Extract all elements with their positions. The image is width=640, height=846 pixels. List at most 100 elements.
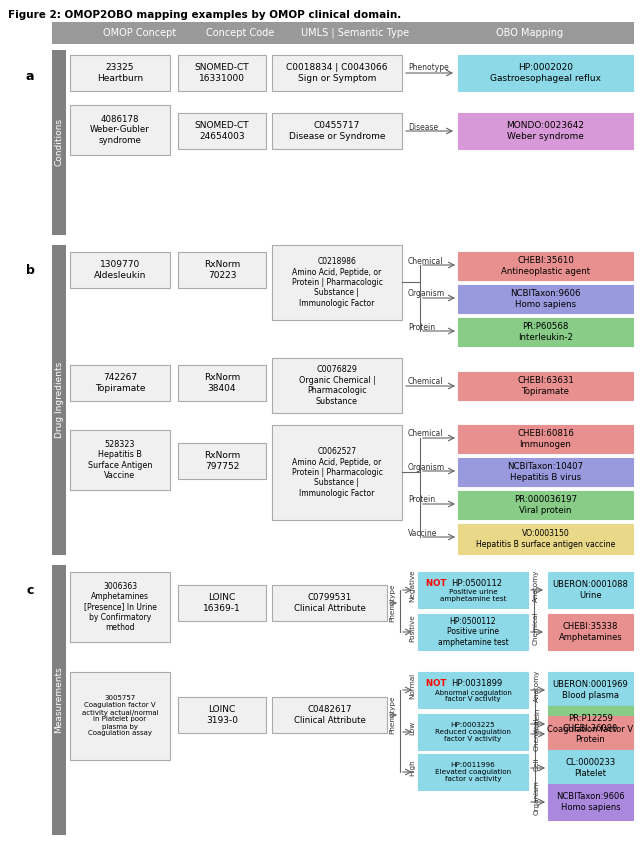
- FancyBboxPatch shape: [70, 365, 170, 401]
- Text: OBO Mapping: OBO Mapping: [497, 28, 564, 38]
- Text: 4086178
Weber-Gubler
syndrome: 4086178 Weber-Gubler syndrome: [90, 115, 150, 145]
- Text: PR:000036197
Viral protein: PR:000036197 Viral protein: [514, 495, 577, 514]
- Text: CHEBI:36080
Protein: CHEBI:36080 Protein: [563, 724, 618, 744]
- FancyBboxPatch shape: [548, 672, 633, 708]
- FancyBboxPatch shape: [548, 716, 633, 752]
- FancyBboxPatch shape: [418, 572, 528, 608]
- Text: Abnormal coagulation
factor V activity: Abnormal coagulation factor V activity: [435, 689, 511, 702]
- FancyBboxPatch shape: [418, 614, 528, 650]
- FancyBboxPatch shape: [178, 697, 266, 733]
- FancyBboxPatch shape: [418, 714, 528, 750]
- Text: 3006363
Amphetamines
[Presence] In Urine
by Confirmatory
method: 3006363 Amphetamines [Presence] In Urine…: [84, 582, 156, 632]
- Text: C0482617
Clinical Attribute: C0482617 Clinical Attribute: [294, 706, 365, 725]
- FancyBboxPatch shape: [548, 614, 633, 650]
- Text: 528323
Hepatitis B
Surface Antigen
Vaccine: 528323 Hepatitis B Surface Antigen Vacci…: [88, 440, 152, 480]
- Text: OMOP Concept: OMOP Concept: [104, 28, 177, 38]
- Text: HP:0003225
Reduced coagulation
factor V activity: HP:0003225 Reduced coagulation factor V …: [435, 722, 511, 742]
- Text: c: c: [26, 584, 34, 596]
- Text: Chemical: Chemical: [408, 377, 444, 387]
- FancyBboxPatch shape: [272, 425, 402, 520]
- Text: Normal: Normal: [409, 673, 415, 699]
- FancyBboxPatch shape: [548, 750, 633, 786]
- Text: 742267
Topiramate: 742267 Topiramate: [95, 373, 145, 393]
- Text: SNOMED-CT
16331000: SNOMED-CT 16331000: [195, 63, 250, 83]
- Text: Phenotype: Phenotype: [389, 695, 395, 734]
- FancyBboxPatch shape: [178, 55, 266, 91]
- Text: 23325
Heartburn: 23325 Heartburn: [97, 63, 143, 83]
- Text: Phenotype: Phenotype: [408, 63, 449, 73]
- Text: Positive: Positive: [409, 614, 415, 642]
- Text: PR:P12259
Coagulation factor V: PR:P12259 Coagulation factor V: [547, 714, 634, 733]
- FancyBboxPatch shape: [458, 372, 633, 400]
- Text: Protein: Protein: [408, 496, 435, 504]
- Text: Chemical: Chemical: [533, 612, 539, 645]
- FancyBboxPatch shape: [70, 55, 170, 91]
- Text: HP:0500112
Positive urine
amphetamine test: HP:0500112 Positive urine amphetamine te…: [438, 617, 508, 647]
- FancyBboxPatch shape: [52, 565, 66, 835]
- Text: 1309770
Aldesleukin: 1309770 Aldesleukin: [94, 261, 146, 280]
- FancyBboxPatch shape: [458, 458, 633, 486]
- Text: HP:0031899: HP:0031899: [451, 679, 502, 689]
- FancyBboxPatch shape: [52, 50, 66, 235]
- FancyBboxPatch shape: [52, 22, 634, 44]
- FancyBboxPatch shape: [418, 754, 528, 790]
- FancyBboxPatch shape: [458, 318, 633, 346]
- FancyBboxPatch shape: [70, 672, 170, 760]
- Text: Positive urine
amphetamine test: Positive urine amphetamine test: [440, 590, 506, 602]
- FancyBboxPatch shape: [458, 425, 633, 453]
- Text: Protein: Protein: [408, 322, 435, 332]
- Text: Concept Code: Concept Code: [206, 28, 274, 38]
- Text: Anatomy: Anatomy: [533, 570, 539, 602]
- Text: C0455717
Disease or Syndrome: C0455717 Disease or Syndrome: [289, 121, 385, 140]
- Text: CHEBI:35338
Amphetamines: CHEBI:35338 Amphetamines: [559, 623, 622, 642]
- Text: LOINC
16369-1: LOINC 16369-1: [203, 593, 241, 613]
- FancyBboxPatch shape: [458, 524, 633, 554]
- Text: High: High: [409, 760, 415, 777]
- FancyBboxPatch shape: [70, 105, 170, 155]
- Text: MONDO:0023642
Weber syndrome: MONDO:0023642 Weber syndrome: [506, 121, 584, 140]
- Text: Chemical: Chemical: [408, 256, 444, 266]
- FancyBboxPatch shape: [458, 55, 633, 91]
- Text: NOT: NOT: [426, 580, 449, 589]
- Text: CHEBI:35610
Antineoplastic agent: CHEBI:35610 Antineoplastic agent: [501, 256, 590, 276]
- FancyBboxPatch shape: [272, 55, 402, 91]
- FancyBboxPatch shape: [178, 113, 266, 149]
- Text: CL:0000233
Platelet: CL:0000233 Platelet: [565, 758, 616, 777]
- Text: Cell: Cell: [534, 757, 540, 771]
- Text: Measurements: Measurements: [54, 667, 63, 733]
- FancyBboxPatch shape: [70, 572, 170, 642]
- FancyBboxPatch shape: [70, 430, 170, 490]
- Text: CHEBI:63631
Topiramate: CHEBI:63631 Topiramate: [517, 376, 574, 396]
- Text: NCBITaxon:9606
Homo sapiens: NCBITaxon:9606 Homo sapiens: [556, 793, 625, 811]
- Text: CHEBI:60816
Immunogen: CHEBI:60816 Immunogen: [517, 429, 574, 448]
- Text: C0218986
Amino Acid, Peptide, or
Protein | Pharmacologic
Substance |
Immunologic: C0218986 Amino Acid, Peptide, or Protein…: [292, 257, 383, 308]
- Text: Anatomy: Anatomy: [534, 670, 540, 702]
- Text: Phenotype: Phenotype: [389, 584, 395, 623]
- Text: HP:0002020
Gastroesophageal reflux: HP:0002020 Gastroesophageal reflux: [490, 63, 601, 83]
- Text: Negative: Negative: [409, 569, 415, 602]
- Text: Low: Low: [409, 721, 415, 735]
- Text: C0062527
Amino Acid, Peptide, or
Protein | Pharmacologic
Substance |
Immunologic: C0062527 Amino Acid, Peptide, or Protein…: [292, 448, 383, 497]
- FancyBboxPatch shape: [548, 784, 633, 820]
- Text: Disease: Disease: [408, 123, 438, 131]
- Text: HP:0011996
Elevated coagulation
factor v activity: HP:0011996 Elevated coagulation factor v…: [435, 762, 511, 782]
- Text: Vaccine: Vaccine: [408, 529, 437, 537]
- Text: Organism: Organism: [534, 781, 540, 816]
- FancyBboxPatch shape: [272, 245, 402, 320]
- Text: Organism: Organism: [408, 289, 445, 299]
- Text: RxNorm
797752: RxNorm 797752: [204, 451, 240, 470]
- Text: Organism: Organism: [408, 463, 445, 471]
- FancyBboxPatch shape: [272, 697, 387, 733]
- Text: Chemical: Chemical: [408, 430, 444, 438]
- Text: 3005757
Coagulation factor V
activity actual/normal
in Platelet poor
plasma by
C: 3005757 Coagulation factor V activity ac…: [82, 695, 158, 737]
- Text: VO:0003150
Hepatitis B surface antigen vaccine: VO:0003150 Hepatitis B surface antigen v…: [476, 530, 615, 549]
- Text: SNOMED-CT
24654003: SNOMED-CT 24654003: [195, 121, 250, 140]
- Text: NCBITaxon:9606
Homo sapiens: NCBITaxon:9606 Homo sapiens: [510, 289, 580, 309]
- Text: a: a: [26, 70, 35, 84]
- Text: HP:0500112: HP:0500112: [451, 580, 502, 589]
- FancyBboxPatch shape: [52, 245, 66, 555]
- FancyBboxPatch shape: [458, 252, 633, 280]
- Text: UMLS | Semantic Type: UMLS | Semantic Type: [301, 28, 409, 38]
- FancyBboxPatch shape: [70, 252, 170, 288]
- Text: LOINC
3193-0: LOINC 3193-0: [206, 706, 238, 725]
